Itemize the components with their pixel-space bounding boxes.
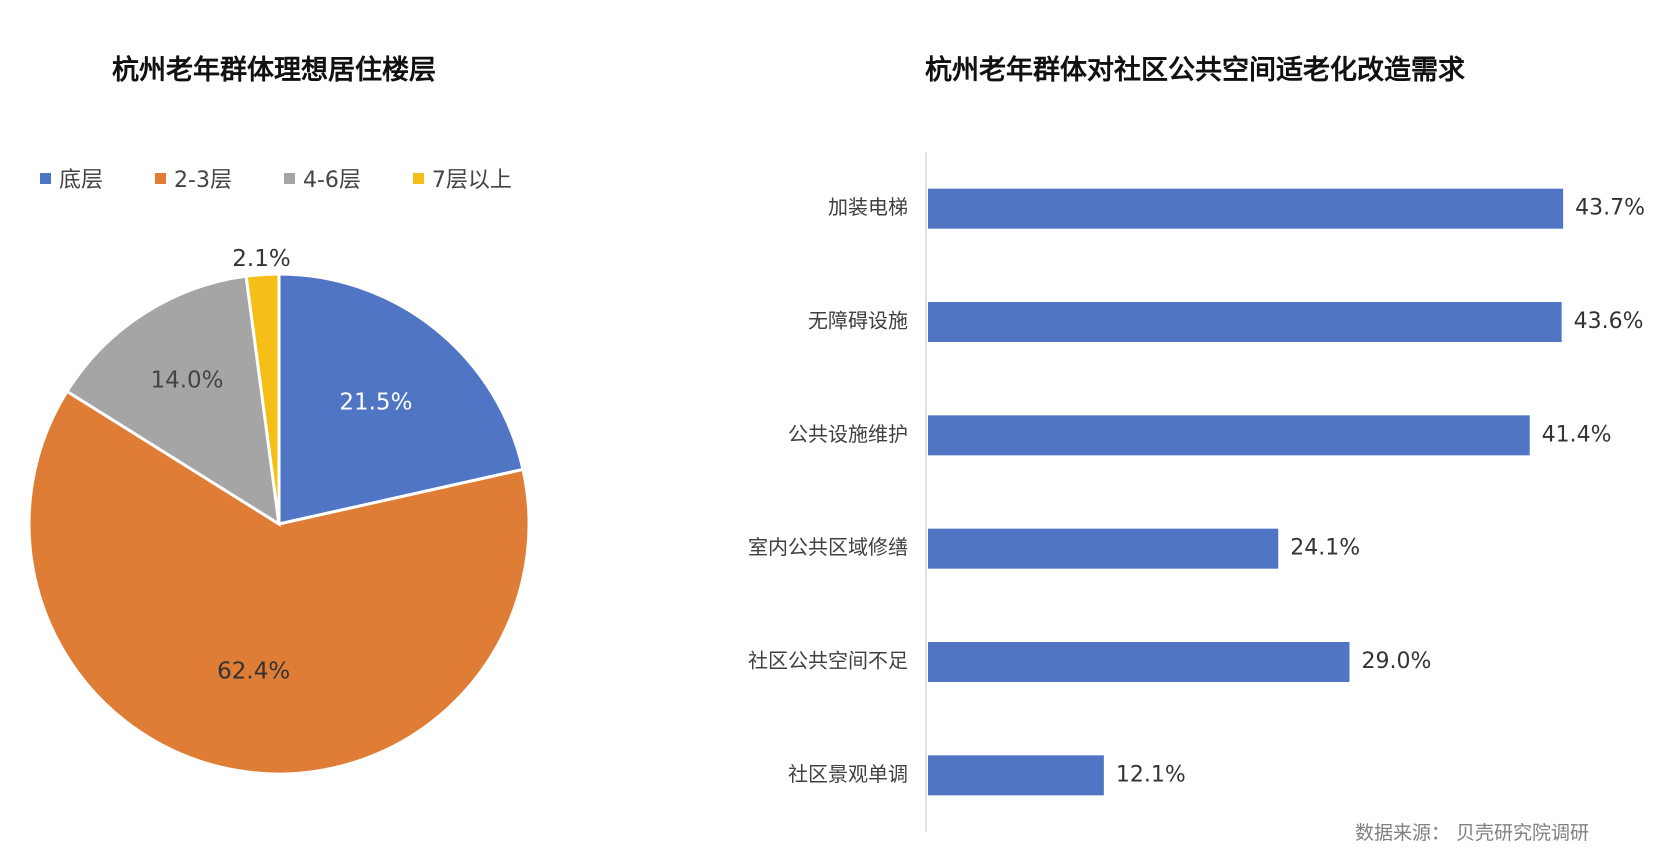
bar xyxy=(928,755,1104,796)
bar-category-label: 加装电梯 xyxy=(828,195,908,219)
pie-slice xyxy=(244,272,281,525)
pie-chart-title: 杭州老年群体理想居住楼层 xyxy=(112,55,436,86)
bar xyxy=(928,642,1350,682)
bar-category-label: 社区公共空间不足 xyxy=(748,649,908,673)
bar xyxy=(928,302,1562,342)
legend-item: 底层 xyxy=(40,162,103,194)
legend-item: 2-3层 xyxy=(155,162,232,194)
legend-swatch xyxy=(40,172,51,184)
bar xyxy=(928,415,1530,456)
legend-item: 7层以上 xyxy=(412,162,512,194)
bar-data-label: 43.7% xyxy=(1575,196,1645,221)
legend-swatch xyxy=(283,172,295,184)
pie-data-label: 21.5% xyxy=(339,390,412,416)
pie-legend: 底层 2-3层 4-6层 7层以上 xyxy=(40,162,564,194)
pie-slice xyxy=(27,389,531,776)
legend-label: 底层 xyxy=(59,168,104,193)
bar-category-label: 无障碍设施 xyxy=(808,309,908,333)
legend-label: 2-3层 xyxy=(174,168,232,193)
legend-item: 4-6层 xyxy=(283,162,361,194)
legend-swatch xyxy=(155,172,167,184)
bar-data-label: 43.6% xyxy=(1574,309,1644,334)
legend-label: 4-6层 xyxy=(302,168,361,193)
bar-data-label: 12.1% xyxy=(1116,762,1186,787)
legend-label: 7层以上 xyxy=(431,168,512,193)
pie-slice xyxy=(65,274,281,527)
bar-data-label: 24.1% xyxy=(1290,536,1360,561)
bar-category-label: 室内公共区域修缮 xyxy=(748,535,908,559)
pie-data-label: 2.1% xyxy=(232,246,290,272)
pie-data-label: 62.4% xyxy=(217,658,290,684)
legend-swatch xyxy=(412,172,424,184)
bar-chart-title: 杭州老年群体对社区公共空间适老化改造需求 xyxy=(925,55,1465,86)
bar-category-label: 社区景观单调 xyxy=(788,762,908,786)
pie-slice xyxy=(277,272,525,526)
bar-category-label: 公共设施维护 xyxy=(788,422,908,446)
bar-data-label: 41.4% xyxy=(1542,422,1612,447)
bar xyxy=(928,528,1279,569)
pie-data-label: 14.0% xyxy=(150,368,223,394)
source-note: 数据来源： 贝壳研究院调研 xyxy=(1355,822,1590,844)
bar-data-label: 29.0% xyxy=(1361,649,1431,674)
bar xyxy=(928,188,1564,229)
